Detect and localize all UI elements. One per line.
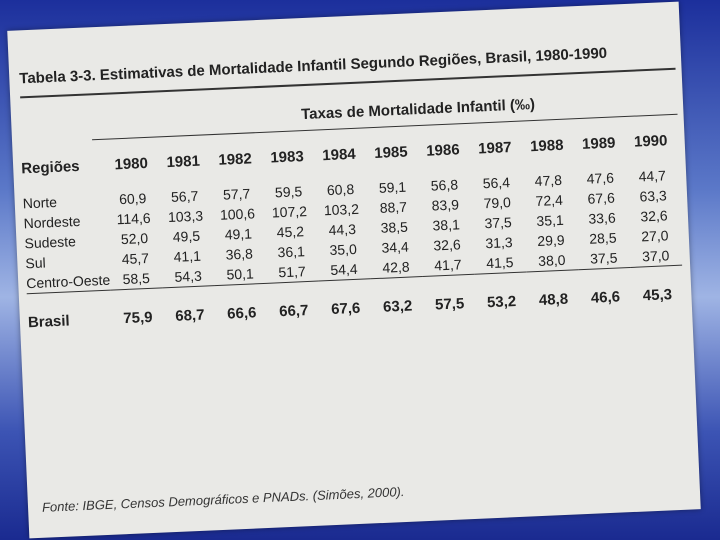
- cell: 75,9: [110, 287, 165, 330]
- table-title: Tabela 3-3. Estimativas de Mortalidade I…: [18, 44, 608, 88]
- cell: 37,5: [484, 214, 513, 232]
- column-header: 1985: [373, 143, 409, 162]
- cell: 103,3: [167, 207, 204, 226]
- cell: 66,6: [214, 283, 269, 326]
- cell: 45,3: [630, 265, 684, 307]
- cell: 35,1: [536, 211, 565, 229]
- column-header: 1988: [529, 136, 564, 156]
- column-header: 1982: [218, 150, 253, 169]
- cell: 44,3: [328, 220, 357, 239]
- column-header: 1980: [114, 154, 149, 174]
- cell: 59,1: [378, 178, 407, 196]
- source-note: Fonte: IBGE, Censos Demográficos e PNADs…: [41, 484, 405, 515]
- cell: 79,0: [483, 194, 512, 212]
- cell: 67,6: [318, 278, 373, 321]
- row-label: Brasil: [26, 290, 113, 334]
- cell: 114,6: [116, 209, 151, 228]
- cell: 107,2: [271, 203, 308, 221]
- cell: 47,8: [534, 171, 563, 190]
- group-header: Taxas de Mortalidade Infantil (‰): [300, 95, 536, 124]
- column-header: Regiões: [20, 157, 80, 178]
- cell: 49,1: [224, 225, 253, 243]
- cell: 72,4: [535, 191, 564, 210]
- cell: 63,2: [370, 276, 425, 319]
- cell: 63,3: [639, 187, 668, 205]
- column-header: 1990: [633, 132, 668, 151]
- cell: 45,2: [276, 223, 305, 241]
- cell: 46,6: [578, 267, 632, 310]
- cell: 60,8: [326, 180, 355, 199]
- cell: 66,7: [266, 281, 321, 323]
- cell: 38,0: [537, 251, 566, 269]
- cell: 59,5: [274, 183, 303, 201]
- cell: 31,3: [485, 234, 513, 252]
- cell: 45,7: [121, 249, 150, 268]
- cell: 41,1: [173, 247, 202, 265]
- column-header: 1981: [166, 152, 201, 172]
- cell: 27,0: [640, 227, 669, 245]
- cell: 52,0: [120, 229, 149, 248]
- cell: 37,0: [641, 247, 670, 265]
- cell: 54,3: [174, 267, 203, 285]
- cell: 103,2: [323, 200, 360, 219]
- document-page: Tabela 3-3. Estimativas de Mortalidade I…: [7, 1, 701, 539]
- cell: 51,7: [278, 263, 307, 281]
- column-header: 1983: [270, 148, 305, 167]
- cell: 67,6: [587, 189, 616, 207]
- cell: 41,5: [485, 254, 514, 272]
- cell: 56,7: [170, 187, 199, 205]
- cell: 56,8: [430, 176, 459, 194]
- cell: 88,7: [379, 198, 408, 216]
- cell: 33,6: [588, 209, 616, 227]
- column-header: 1989: [581, 134, 616, 153]
- cell: 28,5: [588, 229, 617, 247]
- cell: 35,0: [329, 240, 358, 259]
- cell: 38,5: [380, 218, 409, 236]
- cell: 44,7: [638, 167, 667, 185]
- column-header: 1986: [425, 141, 460, 160]
- data-table: Regiões 1980 1981 1982 1983 1984 1985 1986 1987 1…: [20, 130, 684, 334]
- cell: 34,4: [381, 238, 410, 256]
- cell: 36,8: [225, 245, 254, 263]
- cell: 47,6: [586, 169, 615, 187]
- cell: 38,1: [432, 216, 461, 234]
- cell: 41,7: [433, 256, 462, 274]
- cell: 36,1: [277, 243, 306, 261]
- cell: 60,9: [118, 189, 147, 208]
- cell: 54,4: [330, 260, 358, 279]
- cell: 83,9: [431, 196, 460, 214]
- cell: 100,6: [219, 205, 256, 223]
- cell: 37,5: [589, 249, 618, 267]
- cell: 58,5: [122, 269, 151, 288]
- cell: 32,6: [433, 236, 462, 254]
- cell: 53,2: [474, 271, 529, 314]
- cell: 32,6: [640, 207, 668, 225]
- cell: 48,8: [526, 269, 580, 312]
- cell: 56,4: [482, 174, 511, 192]
- cell: 68,7: [162, 285, 217, 328]
- cell: 49,5: [172, 227, 201, 245]
- column-header: 1987: [477, 139, 512, 158]
- cell: 42,8: [382, 258, 410, 276]
- cell: 29,9: [536, 231, 565, 249]
- cell: 57,7: [222, 185, 251, 203]
- cell: 50,1: [226, 265, 255, 283]
- column-header: 1984: [321, 145, 357, 165]
- cell: 57,5: [422, 274, 477, 316]
